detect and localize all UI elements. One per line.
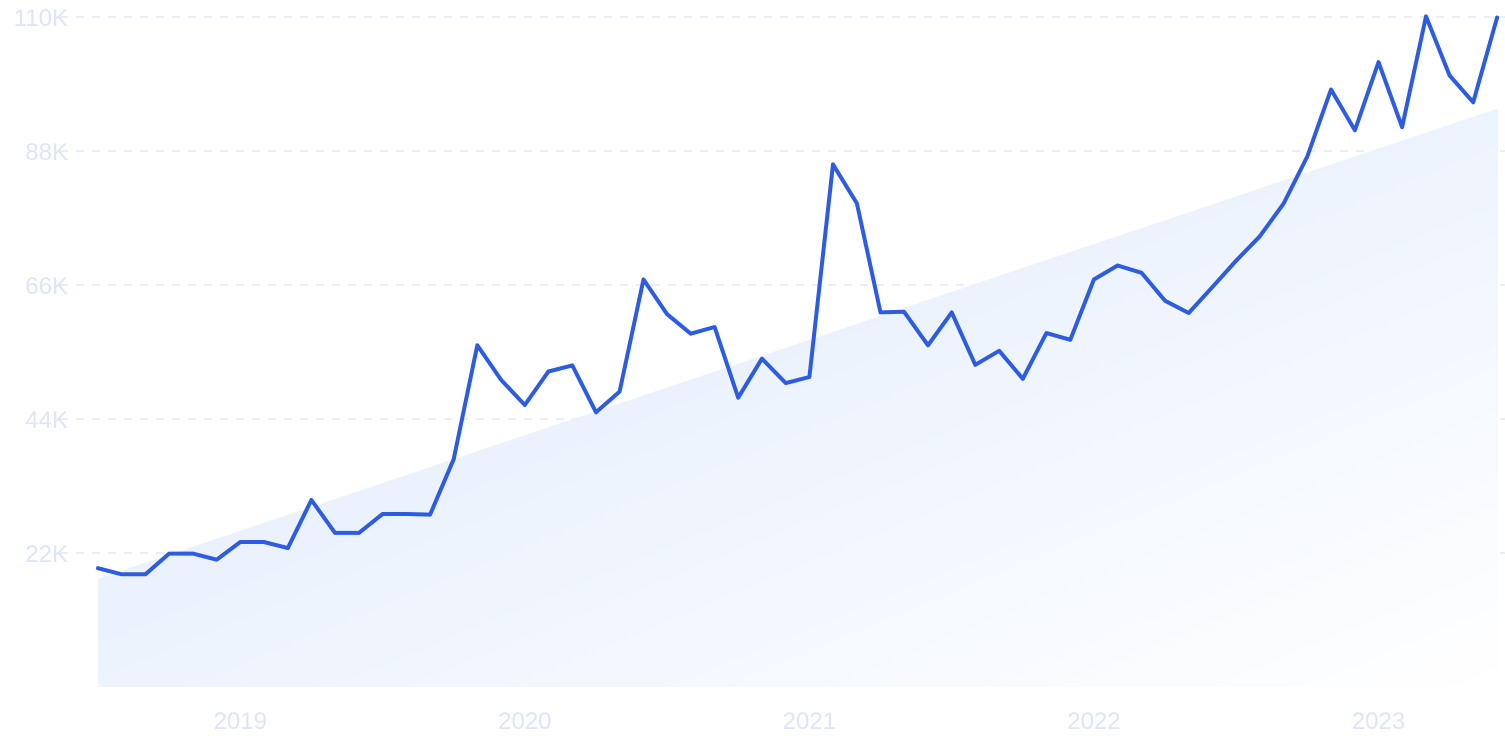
series-line-0 <box>96 14 1500 577</box>
y-tick-label: 66K <box>25 273 68 300</box>
x-tick-label: 2021 <box>783 708 836 735</box>
y-tick-label: 88K <box>25 139 68 166</box>
x-tick-label: 2023 <box>1352 708 1405 735</box>
x-tick-label: 2020 <box>498 708 551 735</box>
y-axis-ticks: 22K 44K 66K 88K 110K <box>14 5 68 568</box>
trend-area <box>98 108 1498 687</box>
trend-area-fill <box>98 108 1498 687</box>
y-tick-label: 44K <box>25 407 68 434</box>
y-tick-label: 110K <box>14 5 68 32</box>
series-line <box>96 14 1500 577</box>
x-tick-label: 2022 <box>1067 708 1120 735</box>
x-tick-label: 2019 <box>214 708 267 735</box>
y-tick-label: 22K <box>25 541 68 568</box>
x-axis-ticks: 2019 2020 2021 2022 2023 <box>214 708 1406 735</box>
